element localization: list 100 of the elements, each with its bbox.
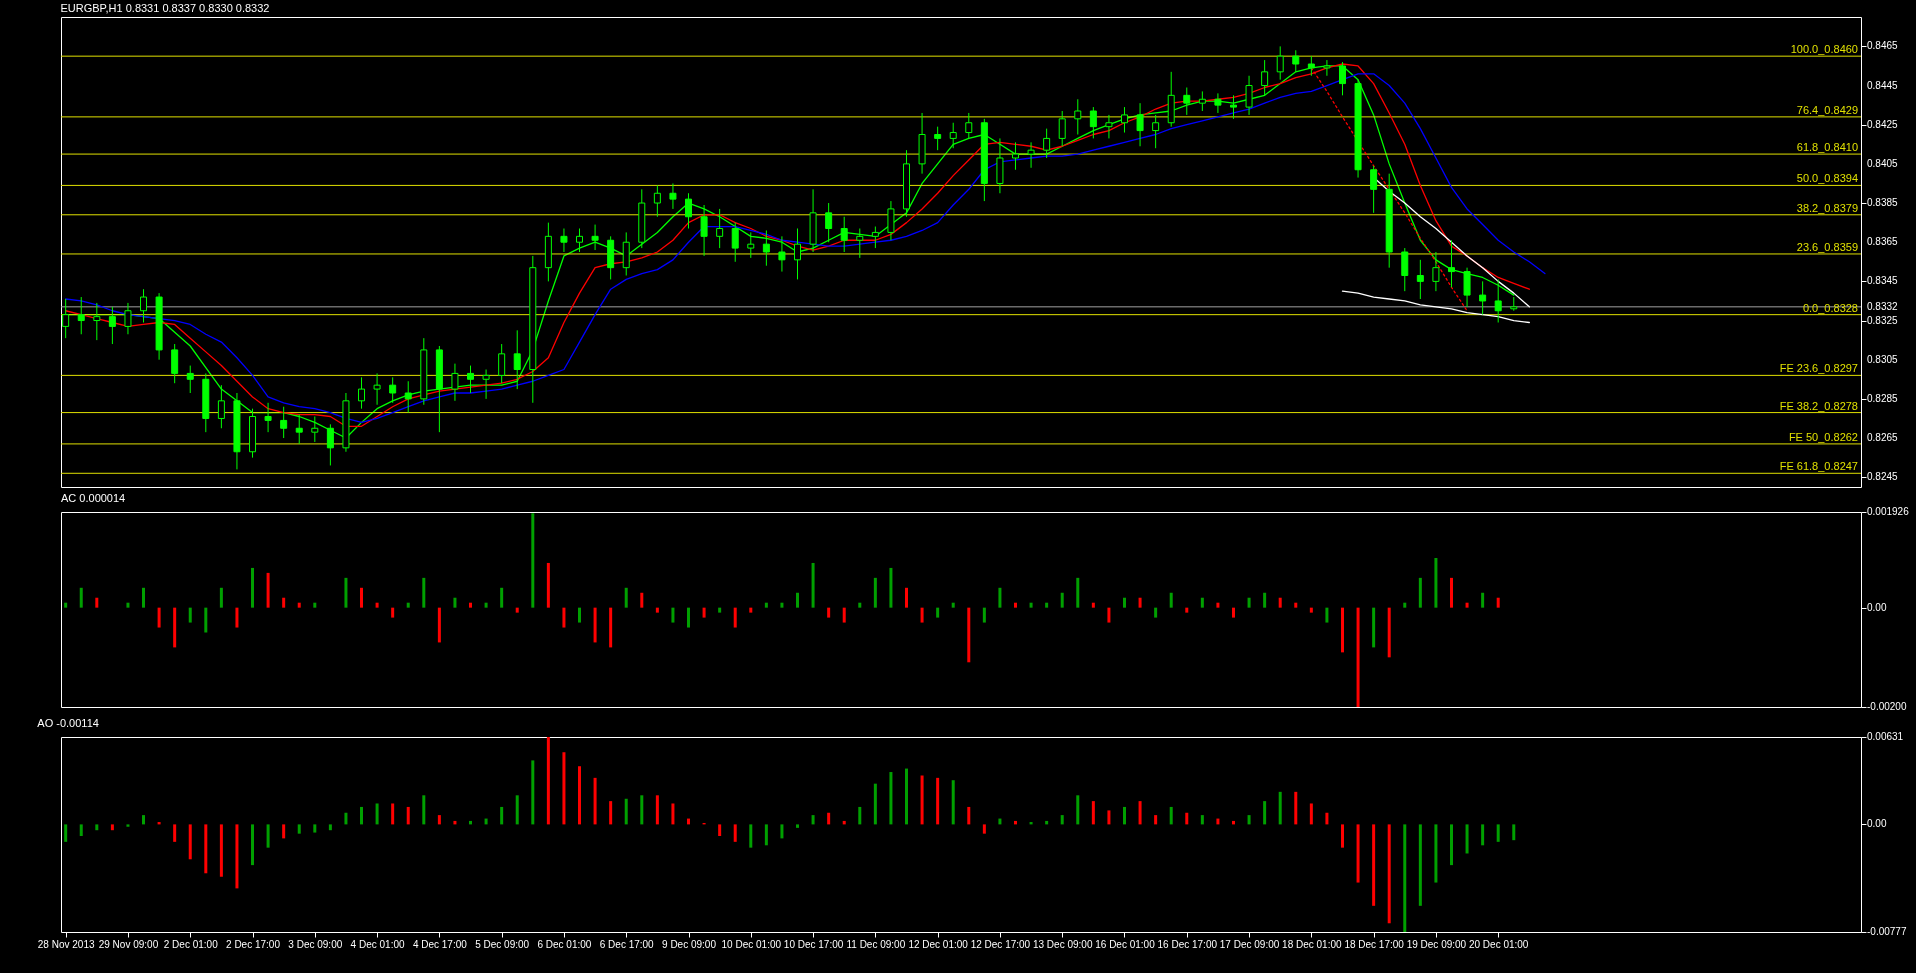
x-tick-label: 5 Dec 09:00 (475, 938, 530, 950)
bar (391, 803, 395, 825)
candlestick (1120, 106, 1128, 134)
x-tick-label: 29 Nov 09:00 (98, 938, 159, 950)
candlestick (1089, 106, 1097, 139)
ref-line-label: 76.4_0.8429 (1796, 103, 1858, 116)
candlestick (1105, 114, 1113, 139)
bar (733, 607, 737, 628)
candlestick (77, 296, 85, 335)
bar (1154, 815, 1158, 825)
candlestick (856, 228, 864, 259)
bar (1122, 597, 1126, 608)
bar (235, 824, 239, 889)
bar (982, 607, 986, 623)
y-tick-label: 0.8325 (1867, 314, 1899, 326)
y-tick-label: 0.00631 (1867, 731, 1904, 742)
line-series (1341, 290, 1530, 324)
bar (702, 607, 706, 618)
x-tick-label: 10 Dec 01:00 (721, 938, 782, 950)
bar (1356, 607, 1360, 707)
bar (344, 812, 348, 825)
bar (733, 824, 737, 842)
bar (1465, 602, 1469, 608)
bar (1387, 607, 1391, 658)
bar (687, 607, 691, 628)
candlestick (1370, 165, 1378, 214)
candlestick (513, 329, 521, 390)
bar (998, 587, 1002, 608)
x-tick-label: 2 Dec 01:00 (163, 938, 219, 950)
candlestick (1183, 87, 1191, 116)
bar (251, 567, 255, 608)
candlestick (716, 208, 724, 249)
bar (406, 806, 410, 825)
candlestick (171, 343, 179, 384)
bar (920, 607, 924, 623)
bar (1481, 592, 1485, 608)
candlestick (1214, 92, 1222, 114)
x-tick-label: 6 Dec 01:00 (537, 938, 592, 950)
bar (749, 607, 753, 613)
bar (1263, 592, 1267, 608)
bar (796, 824, 800, 828)
ref-line-label: 0.0_0.8328 (1802, 301, 1858, 314)
x-tick-label: 17 Dec 09:00 (1219, 938, 1280, 950)
ref-line-label: 23.6_0.8359 (1796, 240, 1858, 253)
chart-title: EURGBP,H1 0.8331 0.8337 0.8330 0.8332 (60, 2, 270, 14)
bar (1231, 607, 1235, 618)
y-tick-label: 0.8245 (1867, 471, 1899, 483)
candlestick (1494, 278, 1502, 323)
bar (1091, 602, 1095, 608)
ref-line-label: 61.8_0.8410 (1796, 141, 1858, 154)
bar (609, 801, 613, 825)
candlestick (1027, 141, 1035, 169)
ref-line-label: FE 23.6_0.8297 (1779, 362, 1858, 375)
x-tick-label: 9 Dec 09:00 (662, 938, 717, 950)
x-tick-label: 16 Dec 01:00 (1095, 938, 1156, 950)
bar (1247, 815, 1251, 825)
y-tick-label: 0.8425 (1867, 118, 1899, 130)
bar (827, 812, 831, 825)
candlestick (467, 365, 475, 394)
bar (562, 607, 566, 628)
y-tick-label: 0.8265 (1867, 432, 1899, 444)
bar (920, 775, 924, 825)
bar (718, 607, 722, 613)
bar (1107, 810, 1111, 825)
candlestick (451, 363, 459, 402)
bar (360, 587, 364, 608)
x-tick-label: 18 Dec 01:00 (1282, 938, 1343, 950)
bar (982, 824, 986, 834)
candlestick (653, 184, 661, 218)
candlestick (389, 376, 397, 404)
bar (1325, 607, 1329, 623)
bar (1325, 812, 1329, 825)
bar (936, 607, 940, 618)
candlestick (1198, 90, 1206, 112)
candlestick (358, 376, 366, 410)
candlestick (1463, 267, 1471, 308)
bar (1231, 820, 1235, 825)
bar (842, 607, 846, 623)
bar (764, 824, 768, 846)
y-tick-label: 0.8365 (1867, 236, 1899, 248)
candlestick (1074, 98, 1082, 135)
bar (578, 607, 582, 623)
candlestick (1479, 280, 1487, 316)
x-tick-label: 3 Dec 09:00 (288, 938, 343, 950)
bar (562, 752, 566, 825)
bar (609, 607, 613, 648)
bar (546, 737, 550, 825)
candlestick (108, 306, 116, 345)
bar (858, 806, 862, 825)
bar (1247, 597, 1251, 608)
bar (515, 607, 519, 613)
bar (1372, 824, 1376, 906)
candlestick (404, 380, 412, 414)
chart-title: AO -0.00114 (37, 717, 99, 729)
bar (64, 602, 68, 608)
bar (718, 824, 722, 837)
bar (655, 607, 659, 613)
bar (266, 572, 270, 608)
bar (951, 602, 955, 608)
x-tick-label: 13 Dec 09:00 (1032, 938, 1093, 950)
